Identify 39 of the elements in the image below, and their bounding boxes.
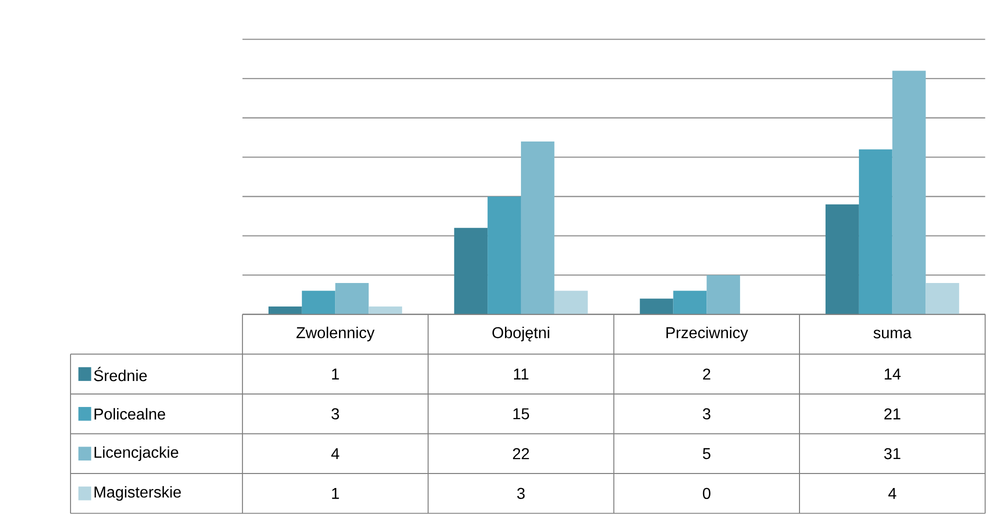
data-label: 3 [517, 488, 525, 500]
bar [858, 149, 892, 315]
bar [335, 283, 369, 315]
data-label: 1 [332, 368, 339, 380]
data-label: 3 [332, 408, 339, 420]
bar [926, 283, 960, 315]
bar [302, 290, 336, 315]
x-tick-label: suma [874, 330, 912, 338]
bar [892, 70, 926, 315]
data-label: 14 [884, 368, 901, 380]
legend-label: Licencjackie [94, 446, 178, 462]
data-label: 3 [702, 408, 710, 420]
data-label: 31 [884, 448, 900, 460]
data-label: 1 [332, 488, 339, 499]
bar [673, 290, 707, 315]
bar [454, 228, 488, 315]
data-label: 15 [513, 408, 530, 420]
x-tick-label: Przeciwnicy [666, 326, 748, 342]
data-label: 5 [702, 448, 710, 460]
legend-label: Średnie [94, 367, 147, 382]
bar [706, 275, 740, 315]
x-tick-label: Obojętni [492, 326, 550, 342]
bar [554, 290, 588, 315]
bar [368, 306, 402, 315]
legend-label: Policealne [94, 408, 166, 420]
data-label: 21 [884, 408, 900, 420]
x-tick-label: Zwolennicy [296, 326, 375, 342]
data-label: 2 [703, 368, 710, 380]
data-label: 4 [888, 488, 896, 499]
data-label: 11 [514, 368, 528, 380]
bar [268, 306, 302, 315]
bar [520, 142, 554, 315]
bar [826, 204, 859, 315]
bar [640, 298, 674, 315]
legend-label: Magisterskie [94, 486, 181, 501]
data-label: 22 [513, 448, 529, 460]
bar [488, 196, 521, 315]
data-label: 0 [702, 488, 710, 500]
data-label: 4 [331, 448, 340, 460]
